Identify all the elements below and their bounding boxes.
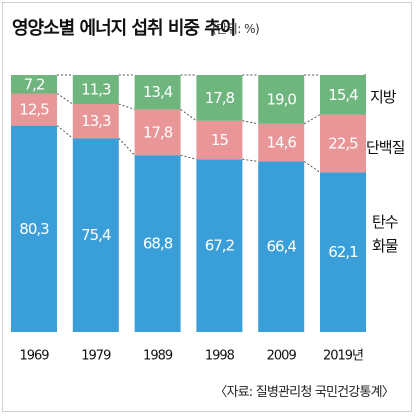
connector-line [303, 114, 321, 125]
data-label: 7,2 [24, 75, 45, 93]
connector-line [242, 158, 259, 162]
connector-line [118, 137, 135, 156]
data-label: 66,4 [266, 238, 296, 256]
connector-line [180, 154, 197, 160]
bar-segment [134, 155, 181, 332]
bar-segment [258, 161, 305, 332]
connector-line [56, 93, 74, 105]
bar-segment [11, 93, 57, 126]
data-label: 68,8 [143, 235, 173, 253]
bar-segment [134, 109, 181, 156]
x-tick-label: 1979 [81, 349, 111, 364]
data-label: 17,8 [205, 89, 235, 107]
legend-label-carb-line2: 화물 [372, 237, 398, 255]
bar-segment [196, 120, 243, 160]
bar-segment [320, 172, 366, 332]
data-label: 13,4 [143, 83, 173, 101]
legend-label-carb-line1: 탄수 [372, 213, 398, 231]
source-note: 〈자료: 질병관리청 국민건강통계〉 [214, 385, 395, 400]
data-label: 22,5 [328, 134, 358, 152]
data-label: 11,3 [81, 81, 111, 99]
data-label: 17,8 [143, 123, 173, 141]
connector-line [303, 160, 321, 173]
data-label: 14,6 [266, 134, 296, 152]
bar-segment [196, 159, 243, 332]
x-tick-label: 1989 [143, 349, 173, 364]
bar-segment [196, 75, 243, 121]
data-label: 80,3 [19, 220, 49, 238]
x-tick-label: 1998 [205, 349, 235, 364]
bar-segment [258, 123, 305, 162]
chart-title: 영양소별 에너지 섭취 비중 추이 [12, 18, 236, 39]
data-label: 15,4 [328, 86, 358, 104]
bar-segment [72, 75, 119, 105]
connector-line [118, 103, 135, 110]
data-label: 19,0 [266, 90, 296, 108]
legend-label-fat: 지방 [370, 88, 397, 106]
bar-segment [11, 125, 57, 332]
bar-segment [134, 75, 181, 110]
legend-label-protein: 단백질 [366, 138, 405, 156]
bar-segment [72, 104, 119, 139]
data-label: 75,4 [81, 226, 111, 244]
data-label: 62,1 [328, 243, 358, 261]
data-label: 12,5 [19, 101, 49, 119]
connector-line [56, 125, 74, 139]
chart-frame [2, 2, 412, 412]
x-tick-label: 2009 [267, 349, 297, 364]
x-tick-label: 2019년 [323, 349, 363, 364]
bar-segment [258, 75, 305, 124]
x-tick-label: 1969 [19, 349, 49, 364]
data-label: 13,3 [81, 112, 111, 130]
connector-line [180, 109, 197, 122]
connector-line [242, 120, 259, 125]
unit-label: (단위: %) [212, 22, 260, 36]
bar-segment [11, 75, 57, 94]
data-label: 15 [211, 131, 229, 149]
bar-segment [320, 114, 366, 173]
bar-segment [320, 75, 366, 115]
data-label: 67,2 [205, 237, 235, 255]
bar-segment [72, 138, 119, 332]
